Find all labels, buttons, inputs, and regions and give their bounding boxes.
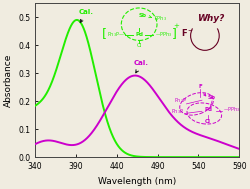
Text: —PPh$_3$: —PPh$_3$ <box>222 105 240 114</box>
Text: Cal.: Cal. <box>134 60 149 73</box>
Text: Cl: Cl <box>205 119 211 124</box>
Text: [: [ <box>102 27 107 40</box>
Text: Ph$_3$P: Ph$_3$P <box>170 108 184 116</box>
Text: +: + <box>174 23 179 29</box>
Text: Why?: Why? <box>197 14 224 23</box>
X-axis label: Wavelength (nm): Wavelength (nm) <box>98 177 176 186</box>
Text: Pd: Pd <box>204 107 212 112</box>
Text: F$^-$: F$^-$ <box>181 27 194 38</box>
Text: PPh$_3$: PPh$_3$ <box>154 14 167 23</box>
Text: Pd: Pd <box>135 32 143 37</box>
Text: —PPh$_3$: —PPh$_3$ <box>155 30 173 39</box>
Text: Sb: Sb <box>139 12 147 18</box>
Text: ]: ] <box>172 27 176 40</box>
Text: Ph$_3$P—: Ph$_3$P— <box>107 30 125 39</box>
Y-axis label: Absorbance: Absorbance <box>4 54 13 107</box>
Text: Sb: Sb <box>208 95 216 100</box>
Text: F: F <box>198 84 202 89</box>
Text: Cl: Cl <box>136 43 142 48</box>
Text: Cal.: Cal. <box>79 9 94 22</box>
Text: Ph$_3$P: Ph$_3$P <box>174 96 188 105</box>
